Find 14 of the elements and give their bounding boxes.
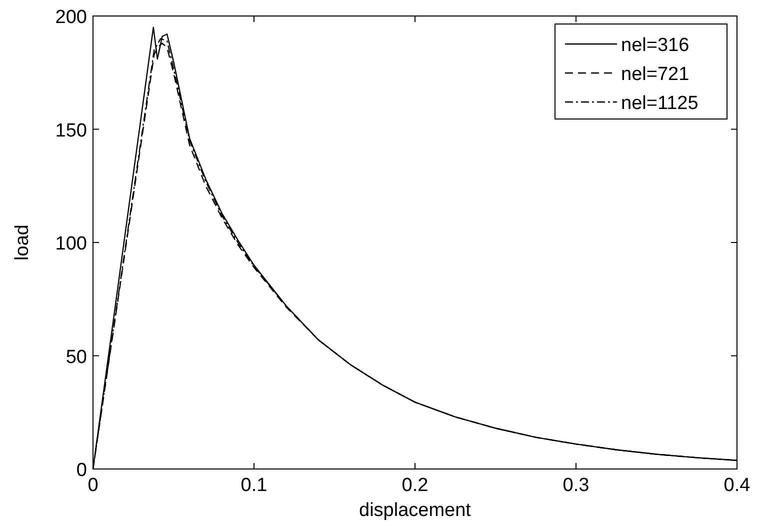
legend-label: nel=316 (621, 35, 690, 56)
x-tick-label: 0.3 (562, 475, 590, 496)
legend-label: nel=721 (621, 64, 690, 85)
legend-label: nel=1125 (621, 93, 698, 114)
x-tick-label: 0.2 (402, 475, 428, 496)
y-tick-label: 50 (66, 346, 87, 368)
y-tick-label: 200 (55, 7, 87, 28)
y-axis-title: load (12, 224, 33, 260)
y-tick-label: 150 (55, 120, 87, 142)
x-tick-label: 0.4 (724, 475, 751, 496)
y-tick-label: 100 (55, 234, 87, 254)
x-tick-label: 0.1 (240, 475, 268, 496)
y-tick-label: 0 (76, 460, 87, 481)
x-axis-title: displacement (359, 500, 472, 521)
